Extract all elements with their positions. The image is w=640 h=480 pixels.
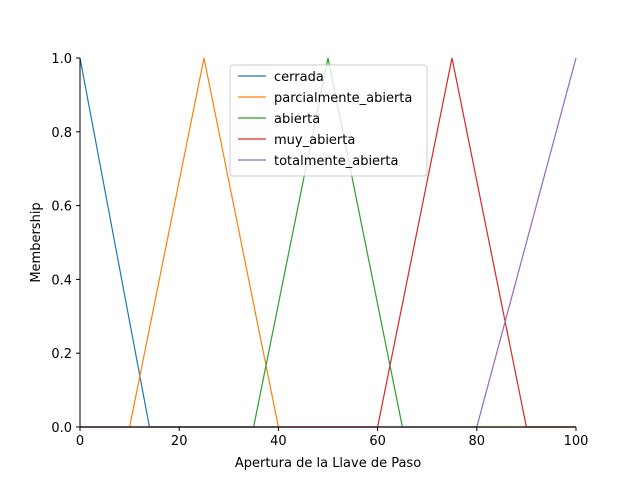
y-tick-label: 0.6 xyxy=(51,200,72,215)
legend-label-muy-abierta: muy_abierta xyxy=(274,133,355,148)
legend-label-totalmente-abierta: totalmente_abierta xyxy=(274,154,398,169)
legend-label-abierta: abierta xyxy=(274,112,320,127)
legend-label-parcialmente-abierta: parcialmente_abierta xyxy=(274,91,412,106)
x-tick-label: 100 xyxy=(564,434,589,449)
x-tick-label: 40 xyxy=(270,434,287,449)
y-axis-label: Membership xyxy=(29,202,44,282)
axes-layer xyxy=(79,58,576,428)
legend-box xyxy=(229,64,428,177)
x-axis-label: Apertura de la Llave de Paso xyxy=(235,456,421,471)
x-tick-label: 80 xyxy=(469,434,486,449)
legend-label-cerrada: cerrada xyxy=(274,70,324,85)
y-tick-label: 0.4 xyxy=(51,273,72,288)
x-tick-label: 20 xyxy=(171,434,188,449)
y-tick-label: 0.0 xyxy=(51,421,72,436)
y-tick-label: 1.0 xyxy=(51,52,72,67)
x-tick-label: 60 xyxy=(369,434,386,449)
ticks-layer: 0 20 40 60 80 100 0.0 0.2 0.4 0.6 0.8 1.0 xyxy=(51,52,588,449)
x-tick-label: 0 xyxy=(76,434,84,449)
y-tick-label: 0.8 xyxy=(51,126,72,141)
y-tick-label: 0.2 xyxy=(51,347,72,362)
